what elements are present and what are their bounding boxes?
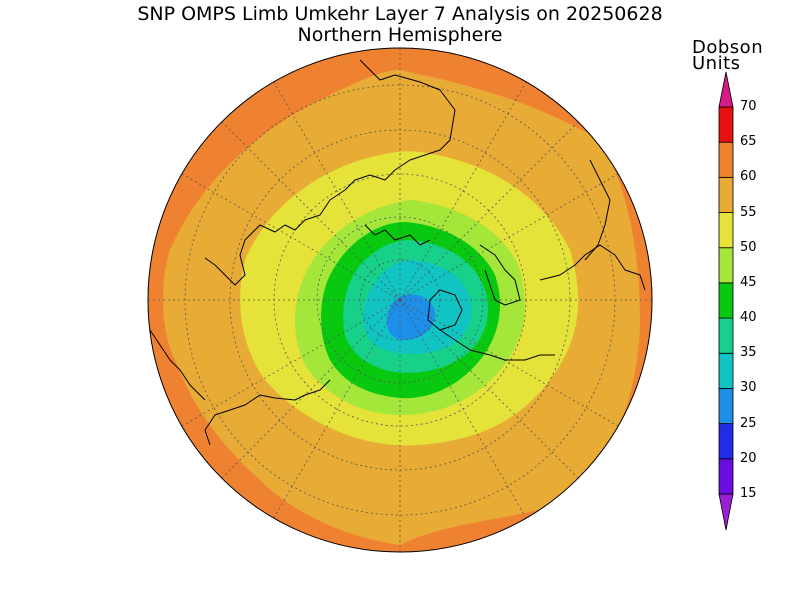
colorbar-bin-60-65 — [718, 141, 734, 178]
map-border — [147, 47, 653, 553]
map-title: SNP OMPS Limb Umkehr Layer 7 Analysis on… — [137, 3, 663, 25]
colorbar-tick-label: 55 — [740, 204, 757, 220]
colorbar-bin-30-35 — [718, 352, 734, 389]
colorbar-bin-70-75 — [718, 71, 734, 108]
coast-arctic-islands — [364, 224, 431, 246]
coast-greenland — [427, 289, 463, 331]
colorbar-bin-45-50 — [718, 247, 734, 284]
colorbar-tick-label: 65 — [740, 134, 757, 150]
coast-scandinavia — [479, 244, 521, 306]
colorbar-bin-15-20 — [718, 458, 734, 495]
colorbar-tick-label: 60 — [740, 169, 757, 185]
graticule — [148, 48, 652, 552]
colorbar-tick-label: 25 — [740, 415, 757, 431]
map-subtitle: Northern Hemisphere — [297, 24, 503, 46]
contour-25-30 — [386, 294, 435, 340]
colorbar-tick-label: 15 — [740, 486, 757, 501]
coast-north-america — [204, 59, 456, 286]
colorbar-bin-25-30 — [718, 388, 734, 425]
colorbar-tick-label: 70 — [740, 99, 757, 114]
colorbar-tick-label: 50 — [740, 239, 757, 255]
colorbar-bin-40-45 — [718, 282, 734, 319]
coastlines — [149, 59, 646, 446]
colorbar-tick-label: 35 — [740, 345, 757, 361]
colorbar-bin-35-40 — [718, 317, 734, 354]
colorbar-bin-10-15 — [718, 493, 734, 531]
colorbar-tick-label: 40 — [740, 310, 757, 326]
colorbar-bin-65-70 — [718, 106, 734, 143]
coast-east-asia — [204, 379, 331, 446]
colorbar-tick-label: 20 — [740, 450, 757, 466]
colorbar-tick-label: 45 — [740, 274, 757, 290]
coast-pacific-islands — [149, 329, 206, 401]
colorbar-tick-label: 30 — [740, 380, 757, 396]
colorbar-bin-20-25 — [718, 423, 734, 460]
colorbar-bin-55-60 — [718, 176, 734, 213]
colorbar-bin-50-55 — [718, 212, 734, 249]
colorbar-units-label: Dobson Units — [692, 37, 764, 74]
units-line-1: Dobson — [692, 37, 764, 58]
coast-far-east — [584, 159, 611, 261]
coast-siberia — [439, 329, 555, 361]
ozone-field — [148, 48, 652, 552]
units-line-2: Units — [692, 53, 741, 74]
coast-europe-asia — [539, 244, 646, 291]
colorbar — [718, 71, 734, 531]
